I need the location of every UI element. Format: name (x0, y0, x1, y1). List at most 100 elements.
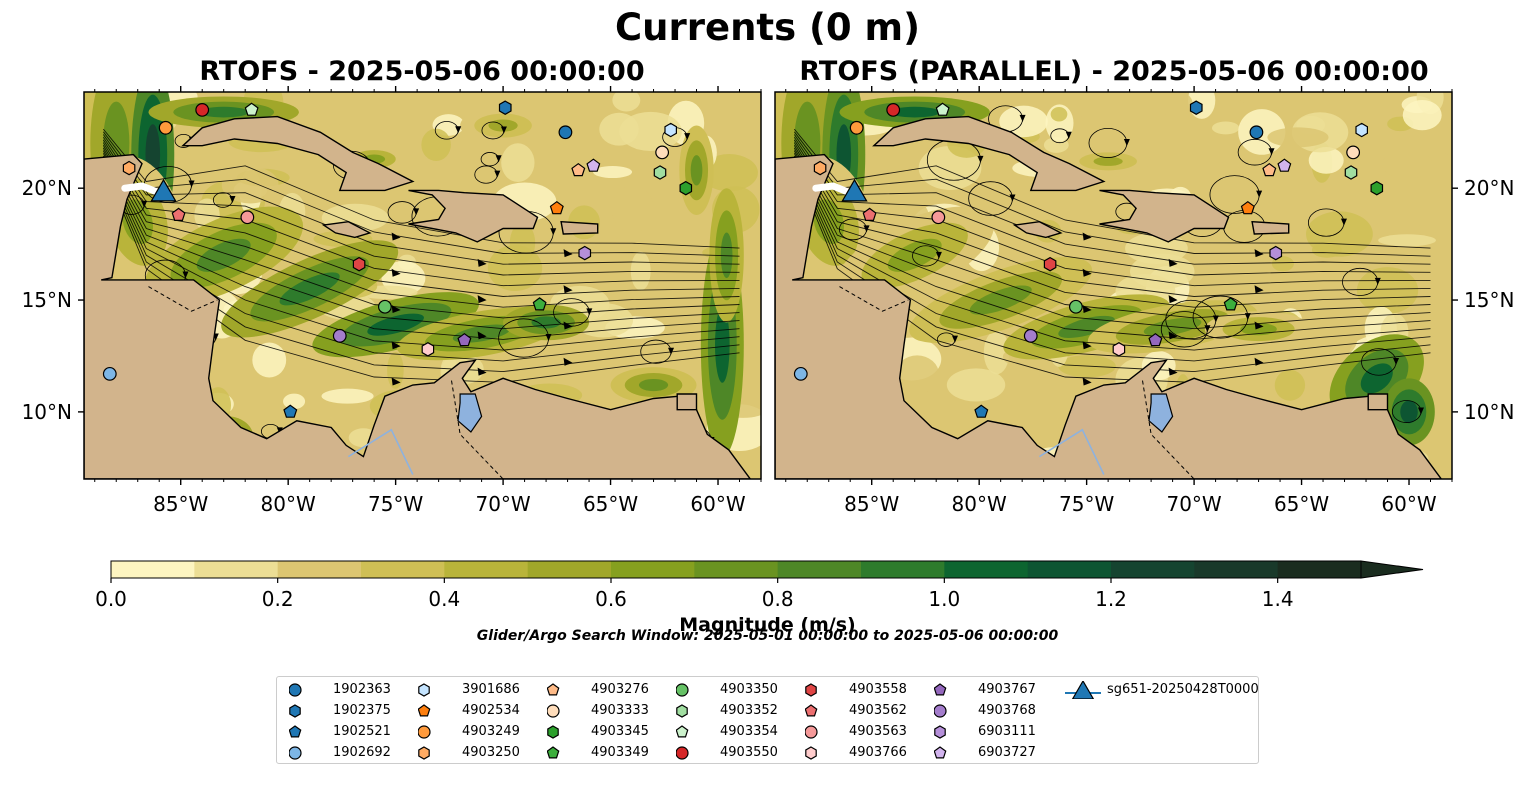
float-marker-1902375 (1189, 100, 1203, 115)
legend-icon (289, 746, 302, 760)
streamline-arrow (1168, 331, 1178, 340)
magnitude-patch (1050, 106, 1068, 122)
legend-marker (547, 746, 560, 759)
colorbar-tick-label: 0.0 (95, 587, 127, 611)
legend-marker (289, 704, 301, 718)
magnitude-patch (611, 185, 654, 233)
map-frame (83, 91, 762, 480)
streamline-arrow (188, 180, 195, 188)
streamline (102, 161, 740, 373)
y-tick-label: 20°N (1464, 176, 1514, 200)
colorbar: 0.0 0.2 0.4 0.6 0.8 1.0 1.2 1.4 (95, 560, 1424, 611)
float-marker-4903550 (886, 102, 901, 117)
streamline (793, 158, 1431, 362)
float-marker-6903727 (586, 158, 601, 172)
streamline-arrow (477, 367, 487, 376)
streamline (793, 163, 1431, 383)
legend-label: 4903249 (462, 724, 520, 739)
colorbar-segment (861, 561, 945, 578)
streamline (793, 150, 1431, 330)
float-marker-4903767 (457, 332, 472, 347)
colorbar-tick-label: 0.8 (762, 587, 794, 611)
streamline (102, 134, 740, 265)
legend-label: 6903111 (978, 724, 1036, 739)
land-trinidad (676, 393, 698, 411)
colorbar-segment (1194, 561, 1279, 578)
current-jet (638, 378, 669, 392)
legend-label: 4903768 (978, 703, 1036, 718)
streamline-arrow (1065, 131, 1072, 139)
map-panel-rtofs: 85°W 80°W 75°W 70°W 65°W 60°W 10°N 15°N 20°N (22, 86, 762, 516)
current-jet (969, 285, 1032, 315)
streamline (793, 139, 1431, 287)
streamline-arrow (1019, 114, 1026, 122)
float-marker-3901686 (664, 122, 678, 138)
streamline-arrow (563, 285, 573, 294)
legend-icon (805, 683, 817, 697)
float-marker-4903276 (1262, 162, 1277, 177)
colorbar-tick-label: 0.6 (595, 587, 627, 611)
magnitude-patch (1315, 318, 1358, 358)
float-marker-1902521 (283, 404, 298, 418)
glider-track (812, 182, 856, 198)
magnitude-patch (895, 355, 940, 394)
x-tick-label: 60°W (1381, 492, 1436, 516)
land-mainland (775, 153, 1443, 479)
magnitude-patch (312, 92, 350, 127)
map-panel-rtofs-parallel: 85°W 80°W 75°W 70°W 65°W 60°W 10°N 15°N 20°N (774, 86, 1514, 516)
magnitude-patch (1274, 369, 1306, 401)
streamline (102, 150, 740, 330)
streamline-arrow (1393, 357, 1400, 365)
legend-marker (805, 725, 818, 739)
legend-icon (547, 683, 560, 696)
float-marker-4903350 (1068, 299, 1083, 314)
streamline-arrow (1417, 407, 1424, 415)
streamline-arrow (1082, 268, 1092, 277)
float-marker-4903333 (1346, 145, 1361, 160)
legend-marker (676, 725, 689, 738)
current-jet (887, 238, 942, 272)
streamline-arrow (1340, 218, 1347, 226)
streamline-arrow (413, 208, 420, 216)
streamline-arrow (563, 357, 573, 366)
magnitude-patch (593, 165, 633, 179)
legend-label: 4903558 (849, 682, 907, 697)
streamline (793, 128, 1431, 249)
legend-icon (676, 725, 689, 738)
float-marker-4903563 (240, 210, 255, 225)
legend-label: sg651-20250428T0000 (1107, 682, 1259, 697)
border-line (839, 286, 909, 312)
streamline-arrow (1254, 285, 1264, 294)
float-marker-4903250 (813, 160, 827, 176)
streamline (793, 161, 1431, 373)
streamline (102, 145, 740, 308)
colorbar-segment (111, 561, 195, 578)
streamline (102, 128, 740, 249)
land-puerto-rico (560, 220, 599, 235)
streamline-arrow (500, 126, 507, 134)
streamline (793, 155, 1431, 351)
legend-label: 4903276 (591, 682, 649, 697)
magnitude-patch (1271, 256, 1294, 272)
land-jamaica (1012, 220, 1063, 239)
legend-marker (289, 725, 302, 738)
colorbar-segment (1277, 561, 1362, 578)
float-marker-4903562 (862, 207, 877, 221)
magnitude-patch (1239, 279, 1267, 299)
float-marker-6903111 (578, 245, 592, 261)
legend-marker (805, 683, 817, 697)
colorbar-segment (361, 561, 445, 578)
streamline-arrow (951, 335, 958, 343)
colorbar-segment (1111, 561, 1195, 578)
colorbar-tick-label: 0.2 (262, 587, 294, 611)
streamline-arrow (182, 271, 189, 279)
colorbar-segment (1027, 561, 1112, 578)
colorbar-tick-label: 1.2 (1095, 587, 1127, 611)
float-marker-1902363 (1249, 125, 1264, 140)
legend-icon (676, 683, 689, 697)
streamline (102, 142, 740, 297)
search-window-note: Glider/Argo Search Window: 2025-05-01 00… (476, 628, 1059, 644)
legend-marker (934, 746, 947, 759)
current-jet (690, 155, 703, 186)
legend-marker (676, 683, 689, 697)
